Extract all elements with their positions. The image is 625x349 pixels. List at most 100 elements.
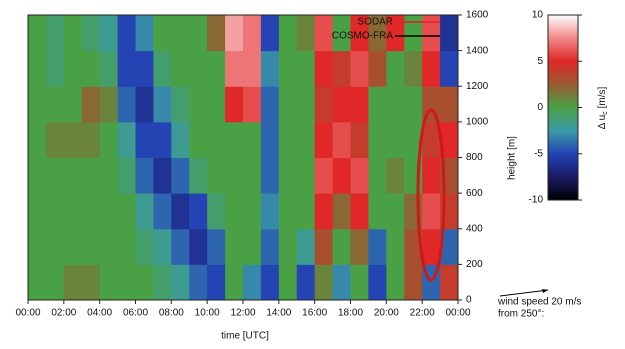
heat-cell (81, 264, 101, 301)
heat-cell (332, 157, 351, 194)
colorbar-label: Δ uc [m/s] (597, 86, 609, 129)
heat-cell (296, 157, 316, 194)
heat-cell (171, 193, 190, 230)
heat-cell (135, 264, 154, 301)
heat-cell (99, 193, 119, 230)
x-tick-label: 12:00 (230, 308, 255, 319)
heat-cell (63, 157, 83, 194)
heat-cell (99, 264, 119, 301)
heat-cell (350, 50, 369, 87)
heat-cell (368, 15, 387, 52)
heat-cell (404, 264, 423, 301)
x-tick-label: 20:00 (374, 308, 399, 319)
heat-cell (207, 157, 226, 194)
y-tick-label: 600 (466, 188, 483, 199)
heatmap (28, 15, 459, 301)
heat-cell (99, 228, 119, 265)
heat-cell (350, 157, 369, 194)
heat-cell (153, 50, 172, 87)
reference-arrowhead (542, 289, 548, 293)
heat-cell (332, 15, 351, 52)
y-tick-label: 800 (466, 152, 483, 163)
x-tick-label: 04:00 (87, 308, 112, 319)
heat-cell (171, 50, 190, 87)
heat-cell (171, 228, 190, 265)
heat-cell (171, 121, 190, 158)
heat-cell (189, 228, 208, 265)
highlight-ellipse (416, 108, 446, 282)
heat-cell (81, 193, 101, 230)
heat-cell (63, 228, 83, 265)
heat-cell (28, 264, 47, 301)
heat-cell (45, 15, 65, 52)
heat-cell (81, 157, 101, 194)
heat-cell (28, 228, 47, 265)
heat-cell (260, 193, 280, 230)
heat-cell (404, 228, 423, 265)
heat-cell (278, 50, 298, 87)
heat-cell (28, 86, 47, 123)
heat-cell (135, 157, 154, 194)
heat-cell (368, 228, 387, 265)
heat-cell (422, 193, 441, 230)
heat-cell (314, 86, 334, 123)
heat-cell (386, 157, 405, 194)
heat-cell (207, 264, 226, 301)
legend-label: COSMO-FRA (332, 31, 393, 42)
heat-cell (225, 86, 244, 123)
heat-cell (135, 193, 154, 230)
heat-cell (189, 15, 208, 52)
heat-cell (404, 50, 423, 87)
x-tick-label: 14:00 (266, 308, 291, 319)
heat-cell (422, 121, 441, 158)
heat-cell (189, 157, 208, 194)
heat-cell (135, 86, 154, 123)
heat-cell (260, 15, 280, 52)
heat-cell (296, 228, 316, 265)
heat-cell (368, 157, 387, 194)
heat-cell (386, 86, 405, 123)
heat-cell (63, 86, 83, 123)
heat-cell (350, 193, 369, 230)
y-tick-label: 0 (466, 295, 472, 306)
heat-cell (45, 157, 65, 194)
heat-cell (332, 50, 351, 87)
heat-cell (117, 228, 136, 265)
heat-cell (153, 121, 172, 158)
heat-cell (243, 86, 262, 123)
heat-cell (117, 193, 136, 230)
heat-cell (440, 50, 459, 87)
heat-cell (225, 15, 244, 52)
heat-cell (440, 15, 459, 52)
x-tick-label: 00:00 (15, 308, 40, 319)
x-tick-label: 10:00 (195, 308, 220, 319)
heat-cell (45, 264, 65, 301)
heat-cell (332, 264, 351, 301)
y-tick-label: 1600 (466, 10, 489, 21)
heat-cell (171, 157, 190, 194)
heat-cell (81, 15, 101, 52)
heat-cell (117, 121, 136, 158)
heat-cell (386, 15, 405, 52)
heat-cell (350, 264, 369, 301)
heat-cell (278, 86, 298, 123)
colorbar-label-main: Δ u (597, 115, 608, 129)
heat-cell (189, 193, 208, 230)
x-tick-label: 00:00 (445, 308, 470, 319)
x-tick-label: 02:00 (51, 308, 76, 319)
heat-cell (63, 193, 83, 230)
heat-cell (135, 15, 154, 52)
heat-cell (153, 264, 172, 301)
heat-cell (314, 121, 334, 158)
heat-cell (386, 193, 405, 230)
heat-cell (63, 15, 83, 52)
heat-cell (422, 15, 441, 52)
heat-cell (278, 157, 298, 194)
heat-cell (189, 264, 208, 301)
x-axis-label: time [UTC] (221, 331, 269, 342)
heat-cell (422, 157, 441, 194)
heat-cell (404, 15, 423, 52)
heat-cell (278, 264, 298, 301)
heat-cell (81, 86, 101, 123)
